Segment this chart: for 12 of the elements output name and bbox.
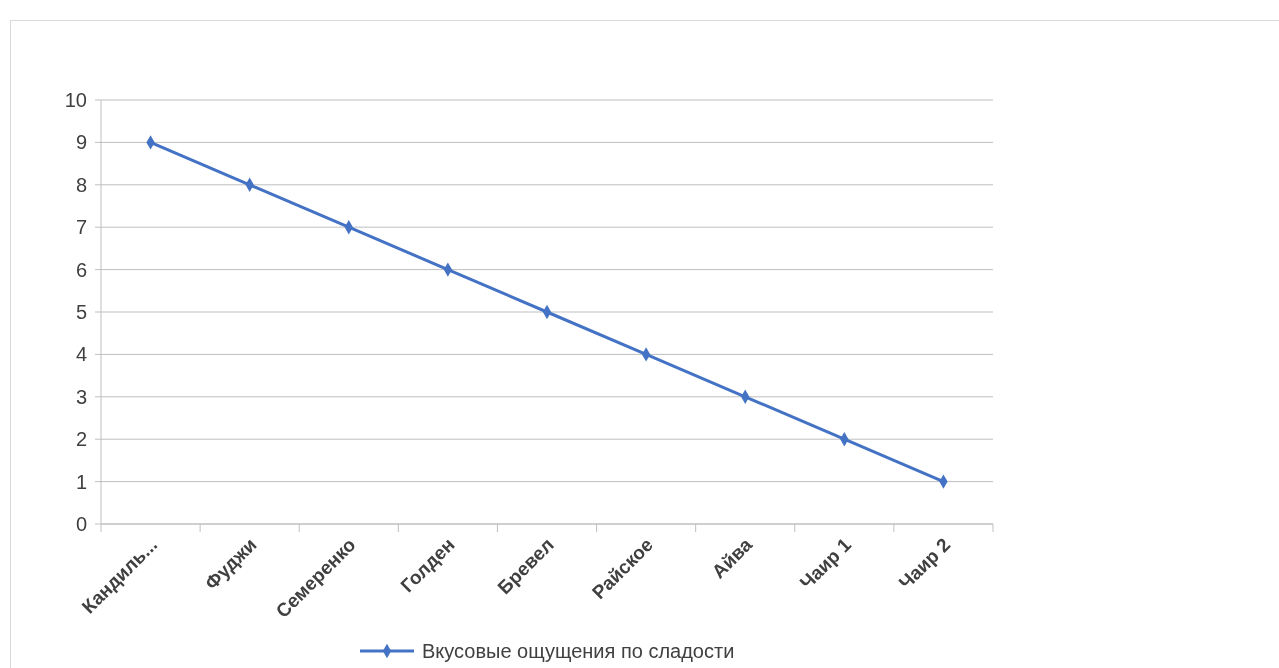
y-tick-label: 8: [75, 173, 87, 196]
y-tick-label: 9: [75, 131, 87, 154]
y-tick-label: 5: [75, 301, 87, 323]
y-tick-label: 2: [75, 428, 87, 451]
y-tick-label: 10: [64, 89, 87, 111]
y-tick-label: 1: [75, 470, 87, 493]
y-tick-label: 3: [75, 385, 87, 408]
legend-label: Вкусовые ощущения по сладости: [422, 640, 735, 662]
y-tick-label: 6: [75, 258, 87, 281]
y-tick-label: 0: [75, 513, 87, 535]
y-tick-label: 7: [75, 216, 87, 239]
y-tick-label: 4: [75, 343, 87, 366]
